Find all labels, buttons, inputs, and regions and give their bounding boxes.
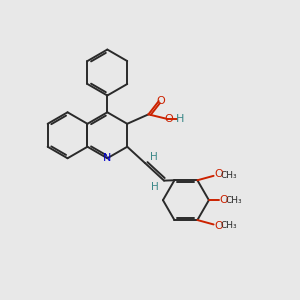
Text: N: N [103, 153, 112, 163]
Text: O: O [219, 195, 228, 205]
Text: CH₃: CH₃ [226, 196, 242, 205]
Text: O: O [165, 114, 173, 124]
Text: H: H [150, 152, 158, 162]
Text: H: H [176, 114, 185, 124]
Text: O: O [157, 96, 166, 106]
Text: CH₃: CH₃ [220, 171, 237, 180]
Text: O: O [214, 221, 223, 231]
Text: H: H [151, 182, 158, 191]
Text: O: O [214, 169, 223, 179]
Text: CH₃: CH₃ [220, 221, 237, 230]
